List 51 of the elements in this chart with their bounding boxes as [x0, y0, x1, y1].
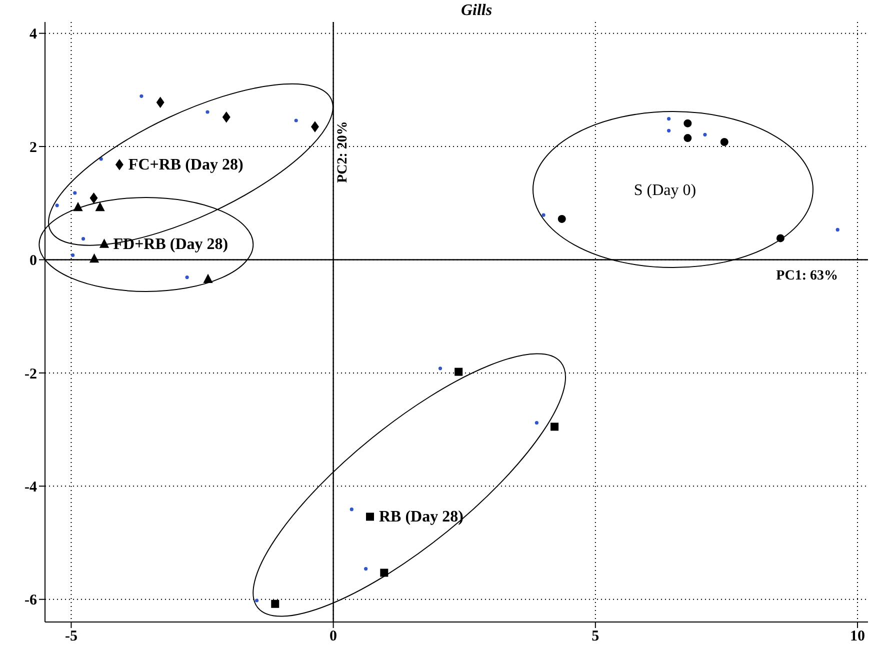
point: [720, 138, 728, 146]
annotation: FD+RB (Day 28): [113, 236, 228, 253]
point: [684, 134, 692, 142]
y-tick-label: 0: [30, 253, 37, 270]
point: [254, 598, 259, 602]
x-tick-label: 5: [592, 628, 600, 645]
point: [222, 111, 230, 123]
point: [95, 202, 105, 212]
x-tick-label: -5: [64, 628, 78, 645]
point: [140, 94, 144, 98]
point: [185, 275, 189, 280]
point: [203, 274, 213, 283]
point: [366, 512, 374, 521]
point: [454, 368, 463, 376]
point: [350, 508, 354, 512]
point: [703, 132, 707, 136]
chart-title: Gills: [460, 2, 492, 19]
point: [294, 118, 298, 122]
point: [310, 121, 319, 132]
point: [380, 568, 388, 577]
annotation: FC+RB (Day 28): [128, 156, 244, 174]
annotation: S (Day 0): [634, 182, 696, 199]
point: [667, 116, 671, 121]
point: [70, 253, 75, 258]
point: [438, 366, 442, 370]
y-tick-label: -2: [24, 366, 37, 382]
point: [115, 159, 124, 170]
x-tick-label: 0: [330, 628, 338, 645]
y-axis-title: PC2: 20%: [335, 121, 350, 183]
point: [73, 191, 77, 195]
point: [156, 96, 164, 108]
point: [81, 236, 86, 241]
x-tick-label: 10: [850, 628, 866, 645]
point: [558, 214, 566, 223]
y-tick-label: 2: [30, 140, 37, 156]
point: [836, 228, 840, 232]
point: [542, 213, 546, 217]
point: [684, 119, 692, 128]
x-axis-title: PC1: 63%: [776, 268, 838, 284]
y-tick-label: -4: [24, 479, 38, 496]
point: [271, 600, 280, 608]
point: [364, 566, 368, 571]
point: [534, 420, 539, 425]
y-tick-label: -6: [24, 592, 38, 609]
y-tick-label: 4: [30, 26, 38, 43]
point: [55, 204, 59, 208]
point: [90, 192, 98, 204]
point: [206, 110, 210, 114]
point: [667, 128, 671, 132]
annotation: RB (Day 28): [379, 508, 464, 526]
point: [550, 422, 559, 431]
